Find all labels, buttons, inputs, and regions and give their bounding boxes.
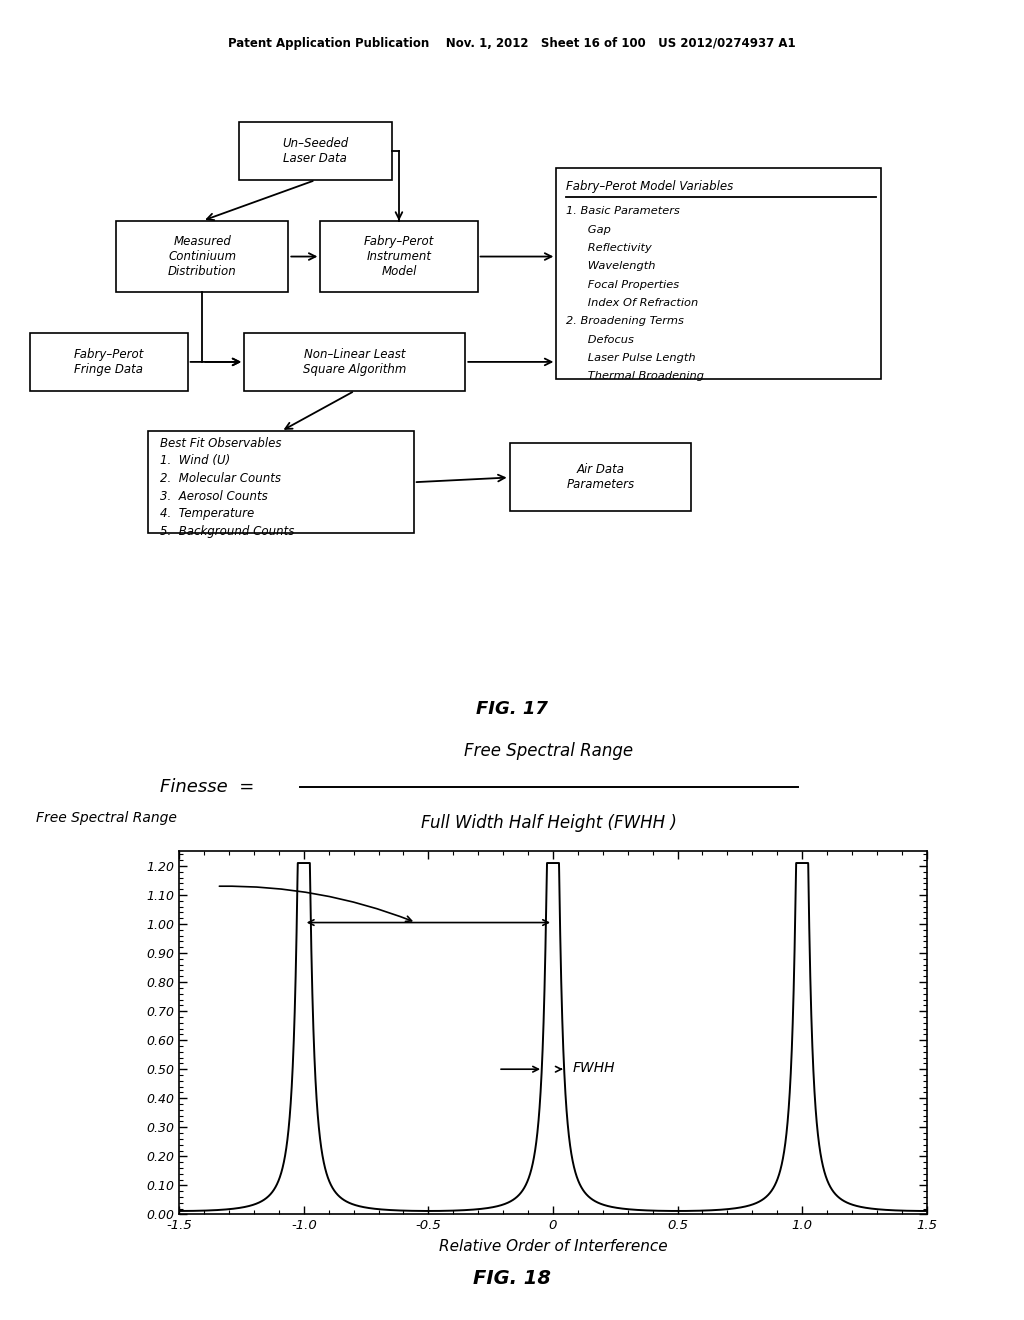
FancyBboxPatch shape <box>556 168 881 379</box>
Text: 2.  Molecular Counts: 2. Molecular Counts <box>160 473 281 484</box>
Text: Index Of Refraction: Index Of Refraction <box>566 298 698 308</box>
Text: Free Spectral Range: Free Spectral Range <box>464 742 634 760</box>
Text: 5.  Background Counts: 5. Background Counts <box>160 525 295 539</box>
X-axis label: Relative Order of Interference: Relative Order of Interference <box>438 1239 668 1254</box>
Text: Wavelength: Wavelength <box>566 261 655 272</box>
Text: FIG. 17: FIG. 17 <box>476 700 548 718</box>
Text: Non–Linear Least
Square Algorithm: Non–Linear Least Square Algorithm <box>303 348 407 376</box>
Text: 3.  Aerosol Counts: 3. Aerosol Counts <box>160 490 268 503</box>
Text: Patent Application Publication    Nov. 1, 2012   Sheet 16 of 100   US 2012/02749: Patent Application Publication Nov. 1, 2… <box>228 37 796 50</box>
Text: Gap: Gap <box>566 224 611 235</box>
FancyBboxPatch shape <box>117 220 289 292</box>
Text: FWHH: FWHH <box>572 1061 615 1074</box>
Text: Laser Pulse Length: Laser Pulse Length <box>566 352 695 363</box>
Text: Full Width Half Height (FWHH ): Full Width Half Height (FWHH ) <box>421 813 677 832</box>
FancyBboxPatch shape <box>148 432 414 533</box>
Text: Fabry–Perot
Instrument
Model: Fabry–Perot Instrument Model <box>364 235 434 279</box>
Text: 4.  Temperature: 4. Temperature <box>160 507 254 520</box>
Text: Un–Seeded
Laser Data: Un–Seeded Laser Data <box>283 137 348 165</box>
Text: 1.  Wind (U): 1. Wind (U) <box>160 454 230 467</box>
FancyBboxPatch shape <box>244 333 465 391</box>
FancyBboxPatch shape <box>510 444 691 511</box>
Text: Thermal Broadening: Thermal Broadening <box>566 371 705 381</box>
Text: 1. Basic Parameters: 1. Basic Parameters <box>566 206 680 216</box>
FancyBboxPatch shape <box>240 123 391 180</box>
FancyBboxPatch shape <box>31 333 187 391</box>
Text: Reflectivity: Reflectivity <box>566 243 652 253</box>
Text: Fabry–Perot Model Variables: Fabry–Perot Model Variables <box>566 181 733 194</box>
Text: Free Spectral Range: Free Spectral Range <box>36 812 177 825</box>
Text: Best Fit Observables: Best Fit Observables <box>160 437 282 450</box>
Text: Measured
Continiuum
Distribution: Measured Continiuum Distribution <box>168 235 237 279</box>
Text: Finesse  =: Finesse = <box>160 777 254 796</box>
Text: FIG. 18: FIG. 18 <box>473 1270 551 1288</box>
Text: Air Data
Parameters: Air Data Parameters <box>566 463 635 491</box>
Text: Defocus: Defocus <box>566 335 634 345</box>
Text: Fabry–Perot
Fringe Data: Fabry–Perot Fringe Data <box>74 348 144 376</box>
Text: 2. Broadening Terms: 2. Broadening Terms <box>566 317 684 326</box>
FancyBboxPatch shape <box>321 220 477 292</box>
Text: Focal Properties: Focal Properties <box>566 280 679 289</box>
